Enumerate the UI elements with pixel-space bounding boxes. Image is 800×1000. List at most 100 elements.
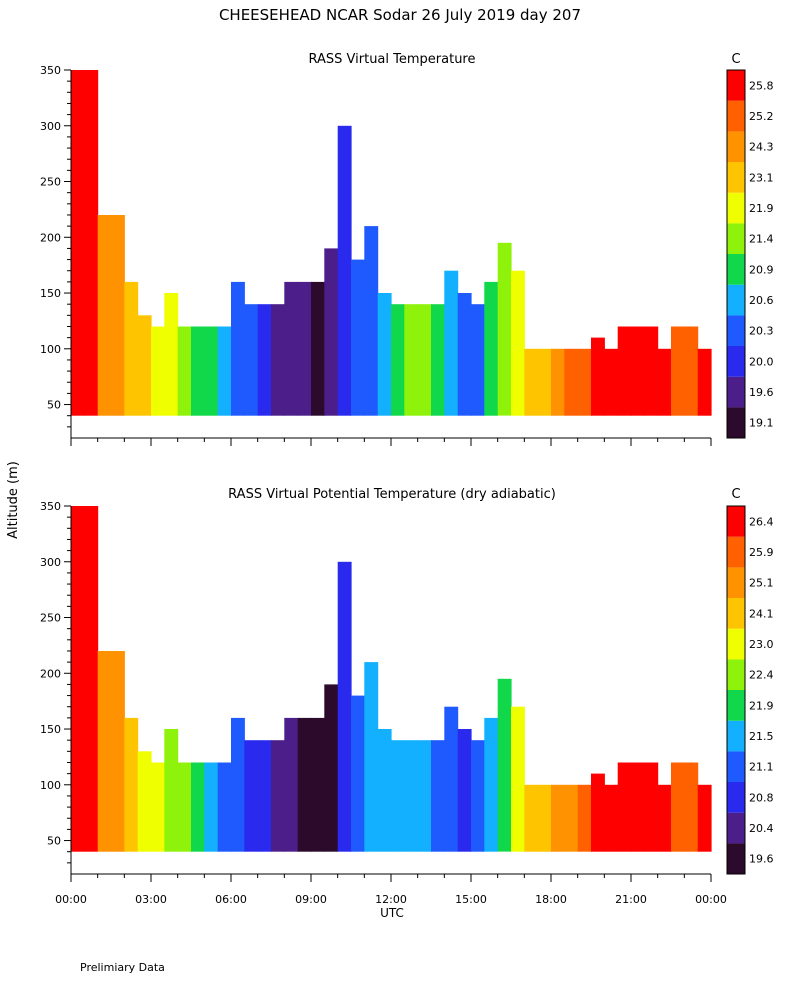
heatmap-cell: [617, 762, 632, 852]
y-tick-label: 250: [40, 176, 61, 189]
y-tick-label: 100: [40, 343, 61, 356]
x-tick-label: 21:00: [615, 893, 647, 906]
colorbar-swatch: [727, 690, 745, 721]
heatmap-cell: [431, 304, 445, 416]
heatmap-cell: [444, 706, 459, 852]
heatmap-cell: [311, 281, 325, 416]
colorbar-swatch: [727, 284, 745, 316]
heatmap-cell: [564, 348, 579, 416]
colorbar-label: 19.6: [749, 853, 774, 866]
colorbar-label: 21.1: [749, 761, 774, 774]
heatmap-cell: [111, 651, 125, 852]
heatmap-cell: [137, 315, 152, 416]
heatmap-cell: [404, 304, 419, 416]
colorbar-label: 21.4: [749, 233, 774, 246]
heatmap-cell: [231, 281, 245, 416]
heatmap-cell: [551, 348, 565, 416]
colorbar: 19.6 20.4 20.8 21.1 21.5 21.9 22.4 23.0 24.1 25.1…: [726, 505, 774, 875]
colorbar-label: 25.9: [749, 546, 774, 559]
heatmap-cell: [644, 762, 659, 852]
heatmap-cell: [231, 717, 245, 852]
heatmap-cell: [137, 751, 152, 852]
heatmap-cell: [604, 784, 619, 852]
colorbar-label: 24.1: [749, 607, 774, 620]
colorbar-swatch: [727, 843, 745, 874]
heatmap-cell: [297, 717, 312, 852]
colorbar-swatch: [727, 782, 745, 813]
y-tick-label: 200: [40, 231, 61, 244]
heatmap-cell: [671, 762, 685, 852]
heatmap-cell: [84, 506, 99, 852]
colorbar-swatch: [727, 659, 745, 690]
heatmap-cell: [244, 740, 259, 852]
colorbar: 19.1 19.6 20.0 20.3 20.6 20.9 21.4 21.9 23.1 24.3…: [726, 69, 774, 439]
colorbar-frame: [726, 505, 746, 875]
colorbar-swatch: [727, 70, 745, 101]
heatmap-cell: [351, 695, 365, 852]
x-tick-label: 09:00: [295, 893, 327, 906]
y-tick-label: 200: [40, 667, 61, 680]
heatmap-cell: [284, 717, 299, 852]
heatmap-cell: [271, 740, 285, 852]
heatmap-cell: [404, 740, 419, 852]
heatmap-cell: [684, 326, 699, 416]
heatmap-cell: [164, 729, 179, 852]
colorbar-swatch: [727, 751, 745, 782]
heatmap-cell: [537, 784, 552, 852]
heatmap-cell: [657, 348, 672, 416]
x-tick-label: 12:00: [375, 893, 407, 906]
heatmap-cell: [337, 125, 352, 416]
heatmap-cell: [124, 717, 139, 852]
colorbar-label: 26.4: [749, 515, 774, 528]
heatmap-cell: [217, 762, 232, 852]
heatmap-cell: [657, 784, 672, 852]
heatmap-cell: [524, 348, 539, 416]
colorbar-swatch: [727, 192, 745, 224]
heatmap-cell: [351, 259, 365, 416]
heatmap-cell: [604, 348, 619, 416]
heatmap-cell: [111, 215, 125, 416]
colorbar-swatch: [727, 223, 745, 254]
colorbar-swatch: [727, 131, 745, 162]
heatmap-cell: [697, 348, 712, 416]
colorbar-label: 21.9: [749, 202, 774, 215]
colorbar-unit: C: [731, 52, 740, 67]
x-tick-label: 00:00: [55, 893, 87, 906]
heatmap-cell: [377, 729, 392, 852]
y-tick-label: 50: [47, 399, 61, 412]
heatmap-cell: [497, 242, 512, 416]
panel-title: RASS Virtual Potential Temperature (dry …: [228, 487, 556, 502]
colorbar-label: 19.6: [749, 386, 774, 399]
heatmap-cell: [391, 304, 405, 416]
y-tick-label: 100: [40, 779, 61, 792]
y-tick-label: 350: [40, 500, 61, 513]
heatmap-cell: [84, 70, 99, 416]
heatmap-cell: [297, 281, 312, 416]
y-tick-label: 150: [40, 287, 61, 300]
figure-title: CHEESEHEAD NCAR Sodar 26 July 2019 day 2…: [219, 6, 581, 24]
colorbar-swatch: [727, 506, 745, 537]
colorbar-label: 20.6: [749, 294, 774, 307]
colorbar-label: 20.9: [749, 263, 774, 276]
heatmap-area: [71, 506, 712, 852]
colorbar-swatch: [727, 536, 745, 568]
heatmap-cell: [457, 293, 472, 416]
colorbar-label: 21.5: [749, 730, 774, 743]
heatmap-cell: [324, 248, 339, 416]
heatmap-cell: [284, 281, 299, 416]
heatmap-cell: [577, 784, 592, 852]
heatmap-cell: [177, 326, 192, 416]
heatmap-cell: [591, 337, 605, 416]
y-axis: 50 100 150 200 250 300 350: [40, 500, 72, 874]
heatmap-area: [71, 70, 712, 416]
heatmap-cell: [444, 270, 459, 416]
x-tick-label: 03:00: [135, 893, 167, 906]
heatmap-cell: [244, 304, 259, 416]
heatmap-cell: [257, 740, 272, 852]
heatmap-cell: [151, 762, 165, 852]
heatmap-cell: [644, 326, 659, 416]
heatmap-cell: [257, 304, 272, 416]
heatmap-cell: [577, 348, 592, 416]
colorbar-label: 25.8: [749, 79, 774, 92]
